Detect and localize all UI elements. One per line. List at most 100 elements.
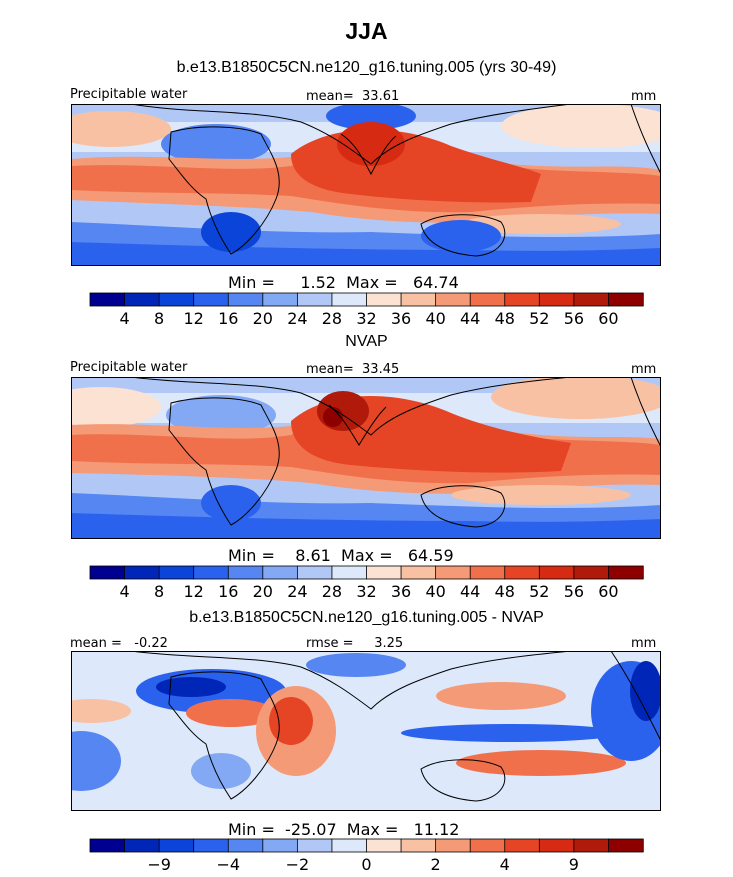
panel3-colorbar-box-2 <box>158 838 195 853</box>
panel1-colorbar-tick-label: 12 <box>184 309 204 328</box>
panel2-colorbar-tick-label: 8 <box>154 582 164 601</box>
panel3-south-pacific-pos <box>456 750 626 776</box>
panel1-colorbar-tick-label: 60 <box>598 309 618 328</box>
panel2-colorbar-box-13 <box>538 565 575 580</box>
panel3-australia-outline <box>420 759 506 802</box>
panel3-colorbar-box-11 <box>469 838 506 853</box>
panel3-colorbar-tick-label: 9 <box>569 855 579 874</box>
panel2-bay-of-bengal <box>317 391 369 431</box>
panel1-colorbar-tick-label: 48 <box>495 309 515 328</box>
panel2-south-dry-2 <box>71 513 661 539</box>
panel3-rmse-label: rmse = 3.25 <box>306 636 404 651</box>
panel3-equatorial-neg <box>401 724 621 742</box>
panel2-sahara-dry <box>166 395 276 435</box>
panel2-colorbar-tick-label: 20 <box>253 582 273 601</box>
panel1-colorbar-box-3 <box>193 292 229 307</box>
panel3-south-africa-neg <box>191 753 251 789</box>
panel1-colorbar-box-7 <box>331 292 368 307</box>
panel3-colorbar-box-12 <box>504 838 541 853</box>
panel2-colorbar-tick-label: 60 <box>598 582 618 601</box>
panel1-australia-dry <box>421 220 501 252</box>
panel3-map <box>71 651 661 811</box>
panel1-colorbar-box-14 <box>573 292 610 307</box>
panel1-africa-outline <box>168 126 280 255</box>
panel1-colorbar-tick-label: 36 <box>391 309 411 328</box>
panel1-colorbar-tick-label: 32 <box>356 309 376 328</box>
panel2-spcz <box>451 485 631 505</box>
panel1-colorbar-tick-label: 44 <box>460 309 480 328</box>
panel1-colorbar-box-8 <box>366 292 402 307</box>
panel2-eurasia-outline <box>130 377 572 436</box>
panel3-tibet-neg <box>306 653 406 677</box>
panel3-minmax: Min = -25.07 Max = 11.12 <box>228 820 460 839</box>
panel3-indian-ocean-core <box>269 697 313 745</box>
panel3-colorbar-box-14 <box>573 838 610 853</box>
panel1-colorbar-tick-label: 56 <box>564 309 584 328</box>
panel2-colorbar-box-1 <box>124 565 160 580</box>
panel2-colorbar-box-15 <box>608 565 644 580</box>
figure-title: JJA <box>345 18 388 44</box>
panel1-minmax: Min = 1.52 Max = 64.74 <box>228 273 459 292</box>
panel3-colorbar-box-4 <box>227 838 264 853</box>
panel1-colorbar-tick-label: 4 <box>119 309 129 328</box>
panel2-india-outline <box>328 404 387 446</box>
panel2-colorbar-box-11 <box>469 565 506 580</box>
panel2-colorbar-tick-label: 44 <box>460 582 480 601</box>
panel2-colorbar-box-12 <box>504 565 541 580</box>
panel3-colorbar-box-5 <box>262 838 299 853</box>
panel2-colorbar-tick-label: 4 <box>119 582 129 601</box>
panel2-colorbar-tick-label: 56 <box>564 582 584 601</box>
panel1-sahara-dry <box>161 124 271 164</box>
panel2-africa-outline <box>168 397 280 526</box>
panel3-colorbar-box-9 <box>400 838 437 853</box>
panel3-america-outline <box>610 651 661 742</box>
panel3-colorbar-tick-label: 2 <box>431 855 441 874</box>
panel3-colorbar-tick-label: 4 <box>500 855 510 874</box>
panel1-colorbar-box-10 <box>435 292 471 307</box>
panel3-colorbar-tick-label: −4 <box>216 855 240 874</box>
panel3-colorbar-tick-label: −2 <box>286 855 310 874</box>
panel2-colorbar-tick-label: 52 <box>529 582 549 601</box>
panel1-colorbar: 4 8 12 16 20 24 28 32 36 40 44 48 52 56 60 <box>89 292 644 328</box>
panel3-sahel-neg-core <box>156 677 226 697</box>
panel1-band-ne <box>501 104 661 148</box>
panel2-colorbar-tick-label: 16 <box>218 582 238 601</box>
panel1-america-outline <box>630 104 661 175</box>
panel2-colorbar-box-7 <box>331 565 368 580</box>
panel1-colorbar-box-5 <box>262 292 299 307</box>
panel2-map <box>71 377 661 539</box>
panel1-colorbar-box-13 <box>538 292 575 307</box>
panel1-mean-label: mean= 33.61 <box>306 89 400 104</box>
panel1-title: b.e13.B1850C5CN.ne120_g16.tuning.005 (yr… <box>176 59 557 76</box>
panel2-mean-label: mean= 33.45 <box>306 362 400 377</box>
panel1-colorbar-box-4 <box>227 292 264 307</box>
panel2-minmax: Min = 8.61 Max = 64.59 <box>228 546 454 565</box>
panel3-colorbar-box-7 <box>331 838 368 853</box>
panel1-bay-of-bengal <box>337 122 405 166</box>
panel1-tibet-dry <box>326 104 416 130</box>
panel2-colorbar-tick-label: 32 <box>356 582 376 601</box>
panel2-colorbar-box-3 <box>193 565 229 580</box>
panel2-colorbar-box-9 <box>400 565 437 580</box>
panel1-colorbar-box-0 <box>89 292 126 307</box>
panel3-west-pos <box>71 699 131 723</box>
panel3-eurasia-outline <box>130 651 572 710</box>
panel1-spcz <box>461 214 621 234</box>
panel3-west-africa-pos <box>186 699 276 727</box>
panel2-units: mm <box>631 362 657 377</box>
panel1-south-africa-dry <box>201 212 261 252</box>
panel1-colorbar-tick-label: 8 <box>154 309 164 328</box>
panel2-america-outline <box>630 377 661 448</box>
panel2-colorbar-tick-label: 12 <box>184 582 204 601</box>
panel2-colorbar-box-4 <box>227 565 264 580</box>
panel3-colorbar-box-6 <box>296 838 333 853</box>
panel3-west-neg <box>71 731 121 791</box>
panel1-colorbar-tick-label: 16 <box>218 309 238 328</box>
panel2-title: NVAP <box>345 333 388 350</box>
panel2-colorbar-box-5 <box>262 565 299 580</box>
panel2-colorbar-box-14 <box>573 565 610 580</box>
panel2-colorbar-box-2 <box>158 565 195 580</box>
panel3-colorbar-tick-label: 0 <box>361 855 371 874</box>
panel2-colorbar: 4 8 12 16 20 24 28 32 36 40 44 48 52 56 60 <box>89 565 644 601</box>
panel3-colorbar-box-1 <box>124 838 160 853</box>
